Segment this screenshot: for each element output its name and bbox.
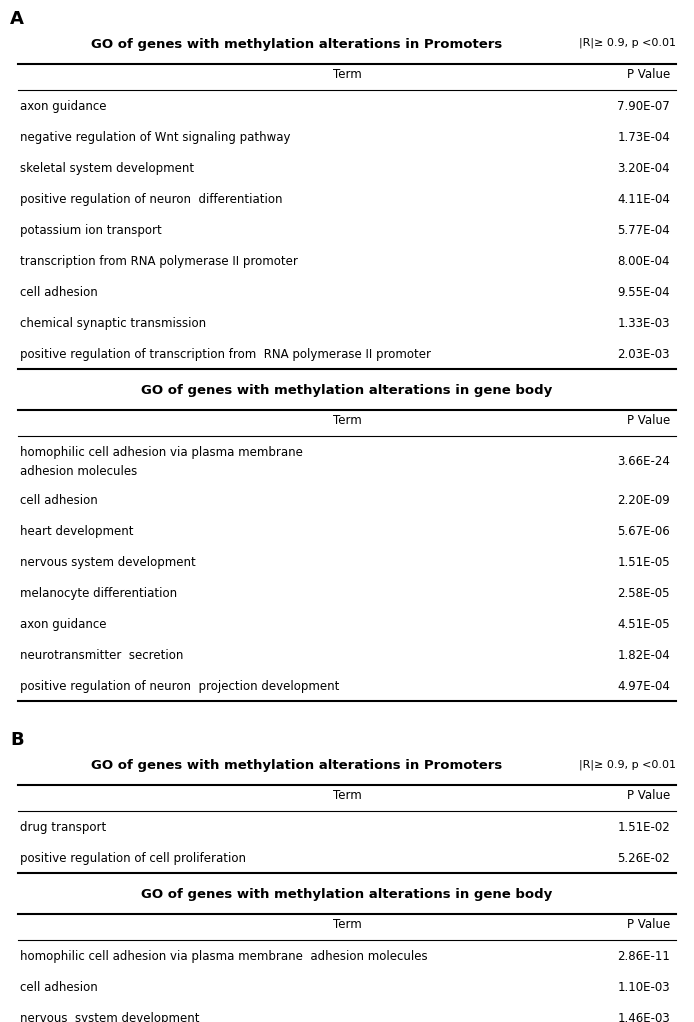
Text: 7.90E-07: 7.90E-07 <box>617 100 670 113</box>
Text: 4.97E-04: 4.97E-04 <box>617 680 670 693</box>
Text: 5.77E-04: 5.77E-04 <box>617 224 670 237</box>
Text: transcription from RNA polymerase II promoter: transcription from RNA polymerase II pro… <box>20 256 298 268</box>
Text: P Value: P Value <box>627 918 670 931</box>
Text: 3.20E-04: 3.20E-04 <box>618 162 670 175</box>
Text: 5.26E-02: 5.26E-02 <box>617 852 670 865</box>
Text: chemical synaptic transmission: chemical synaptic transmission <box>20 317 206 330</box>
Text: potassium ion transport: potassium ion transport <box>20 224 162 237</box>
Text: positive regulation of neuron  differentiation: positive regulation of neuron differenti… <box>20 193 282 206</box>
Text: 3.66E-24: 3.66E-24 <box>617 455 670 468</box>
Text: 9.55E-04: 9.55E-04 <box>618 286 670 299</box>
Text: homophilic cell adhesion via plasma membrane: homophilic cell adhesion via plasma memb… <box>20 446 303 459</box>
Text: 1.51E-05: 1.51E-05 <box>618 556 670 569</box>
Text: 4.11E-04: 4.11E-04 <box>617 193 670 206</box>
Text: 2.20E-09: 2.20E-09 <box>617 494 670 507</box>
Text: nervous  system development: nervous system development <box>20 1012 199 1022</box>
Text: positive regulation of neuron  projection development: positive regulation of neuron projection… <box>20 680 339 693</box>
Text: B: B <box>10 731 24 749</box>
Text: 2.86E-11: 2.86E-11 <box>617 950 670 963</box>
Text: axon guidance: axon guidance <box>20 618 106 631</box>
Text: 2.03E-03: 2.03E-03 <box>618 349 670 361</box>
Text: 4.51E-05: 4.51E-05 <box>618 618 670 631</box>
Text: cell adhesion: cell adhesion <box>20 286 98 299</box>
Text: cell adhesion: cell adhesion <box>20 981 98 994</box>
Text: |R|≥ 0.9, p <0.01: |R|≥ 0.9, p <0.01 <box>579 38 676 48</box>
Text: Term: Term <box>332 789 362 802</box>
Text: positive regulation of cell proliferation: positive regulation of cell proliferatio… <box>20 852 246 865</box>
Text: melanocyte differentiation: melanocyte differentiation <box>20 587 177 600</box>
Text: axon guidance: axon guidance <box>20 100 106 113</box>
Text: GO of genes with methylation alterations in gene body: GO of genes with methylation alterations… <box>142 384 552 397</box>
Text: drug transport: drug transport <box>20 821 106 834</box>
Text: 5.67E-06: 5.67E-06 <box>617 525 670 538</box>
Text: neurotransmitter  secretion: neurotransmitter secretion <box>20 649 183 662</box>
Text: P Value: P Value <box>627 789 670 802</box>
Text: skeletal system development: skeletal system development <box>20 162 194 175</box>
Text: 8.00E-04: 8.00E-04 <box>618 256 670 268</box>
Text: Term: Term <box>332 414 362 427</box>
Text: heart development: heart development <box>20 525 133 538</box>
Text: GO of genes with methylation alterations in Promoters: GO of genes with methylation alterations… <box>92 759 502 772</box>
Text: Term: Term <box>332 918 362 931</box>
Text: negative regulation of Wnt signaling pathway: negative regulation of Wnt signaling pat… <box>20 131 291 144</box>
Text: positive regulation of transcription from  RNA polymerase II promoter: positive regulation of transcription fro… <box>20 349 431 361</box>
Text: A: A <box>10 10 24 28</box>
Text: 1.33E-03: 1.33E-03 <box>618 317 670 330</box>
Text: 1.73E-04: 1.73E-04 <box>617 131 670 144</box>
Text: adhesion molecules: adhesion molecules <box>20 465 137 478</box>
Text: 1.82E-04: 1.82E-04 <box>617 649 670 662</box>
Text: P Value: P Value <box>627 414 670 427</box>
Text: 2.58E-05: 2.58E-05 <box>618 587 670 600</box>
Text: |R|≥ 0.9, p <0.01: |R|≥ 0.9, p <0.01 <box>579 759 676 770</box>
Text: 1.51E-02: 1.51E-02 <box>617 821 670 834</box>
Text: Term: Term <box>332 68 362 81</box>
Text: 1.10E-03: 1.10E-03 <box>618 981 670 994</box>
Text: GO of genes with methylation alterations in Promoters: GO of genes with methylation alterations… <box>92 38 502 51</box>
Text: GO of genes with methylation alterations in gene body: GO of genes with methylation alterations… <box>142 888 552 901</box>
Text: 1.46E-03: 1.46E-03 <box>617 1012 670 1022</box>
Text: homophilic cell adhesion via plasma membrane  adhesion molecules: homophilic cell adhesion via plasma memb… <box>20 950 428 963</box>
Text: cell adhesion: cell adhesion <box>20 494 98 507</box>
Text: P Value: P Value <box>627 68 670 81</box>
Text: nervous system development: nervous system development <box>20 556 196 569</box>
